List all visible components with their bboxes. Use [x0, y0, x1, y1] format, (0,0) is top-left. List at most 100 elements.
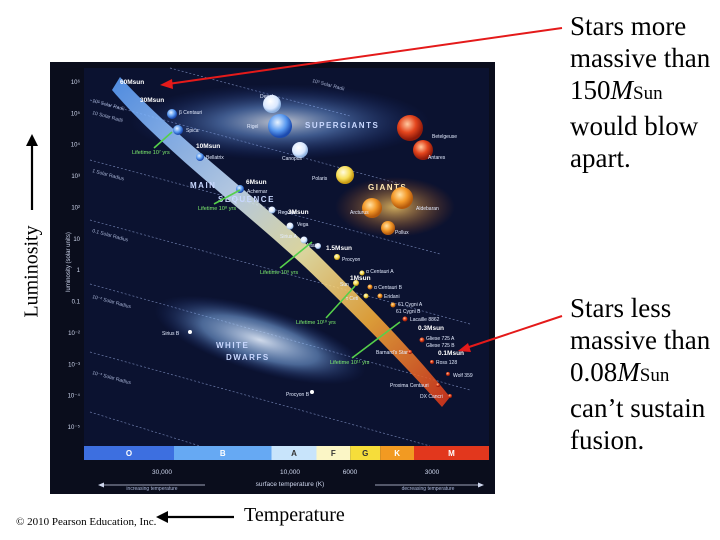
star-alpha-cen-a	[359, 270, 365, 276]
giant-glow	[335, 177, 455, 237]
star-label: Arcturus	[350, 210, 369, 216]
spectral-class-letter: O	[126, 449, 132, 458]
lifetime-label: Lifetime 10¹⁰ yrs	[296, 319, 336, 326]
star-bellatrix	[196, 153, 204, 161]
lifetime-label: Lifetime 10⁹ yrs	[260, 269, 298, 276]
star-label: Procyon B	[286, 392, 310, 398]
main-sequence-band	[112, 77, 450, 407]
star-label: Achernar	[247, 189, 268, 195]
star-label: Sun	[340, 282, 349, 288]
star-label: Canopus	[282, 156, 303, 162]
mass-label: 6Msun	[246, 179, 267, 186]
star-label: Eridani	[384, 294, 400, 300]
spectral-class-letter: G	[362, 449, 368, 458]
x-axis-label: surface temperature (K)	[256, 481, 325, 488]
star-label: Ross 128	[436, 360, 457, 366]
x-tick: 3000	[425, 469, 440, 476]
spectral-class-b	[174, 446, 272, 460]
y-tick: 10⁻²	[68, 331, 80, 337]
spectral-class-k	[380, 446, 414, 460]
spectral-class-f	[316, 446, 351, 460]
spectral-class-letter: B	[220, 449, 226, 458]
star-label: α Centauri B	[374, 285, 403, 291]
star-rigel	[268, 114, 292, 138]
star-label: DX Cancri	[420, 394, 443, 400]
mass-label: 0.3Msun	[418, 325, 444, 332]
star-spica	[173, 125, 183, 135]
mass-label: 10Msun	[196, 143, 220, 150]
annotation-bottom-symbol: M	[617, 357, 640, 387]
star-label: Aldebaran	[416, 206, 439, 212]
y-tick: 10⁵	[71, 110, 81, 117]
star-polaris	[336, 166, 354, 184]
star-label: Procyon	[342, 257, 361, 263]
spectral-class-o	[84, 446, 174, 460]
star-eridani	[377, 293, 383, 299]
star-dx-cancri	[448, 394, 452, 398]
y-tick: 10²	[71, 205, 80, 211]
star-label: Polaris	[312, 176, 328, 182]
y-tick: 10⁻³	[68, 362, 80, 368]
star-sirius-a	[300, 236, 308, 244]
star-label: Altair	[306, 243, 318, 249]
star-label: Spica	[186, 128, 199, 134]
spectral-class-a	[271, 446, 317, 460]
star-wolf	[446, 372, 450, 376]
star-canopus	[292, 142, 308, 158]
star-betelgeuse	[397, 115, 423, 141]
star-label: 61 Cygni B	[396, 309, 421, 315]
luminosity-arrowhead	[26, 134, 38, 146]
star-alpha-cen-b	[367, 284, 373, 290]
y-tick: 10³	[71, 174, 80, 180]
y-tick: 10⁶	[71, 79, 81, 86]
lifetime-label: Lifetime 10⁷ yrs	[132, 149, 170, 156]
y-tick: 10⁴	[71, 142, 81, 149]
x-tick: 10,000	[280, 469, 300, 476]
star-61-cygni	[390, 302, 396, 308]
annotation-bottom-prefix: Stars less massive than 0.08	[570, 293, 711, 387]
spectral-class-letter: M	[448, 449, 455, 458]
annotation-top-sub: Sun	[633, 83, 663, 104]
star-procyon	[334, 254, 340, 260]
star-label: τ Ceti	[346, 296, 358, 302]
region-label-dwarfs: DWARFS	[226, 353, 270, 362]
lifetime-label: Lifetime 10¹¹ yrs	[330, 360, 370, 366]
white-dwarf-glow	[154, 295, 366, 385]
star-label: Rigel	[247, 124, 258, 130]
annotation-top-suffix: would blow apart.	[570, 111, 699, 173]
temperature-label: Temperature	[244, 504, 345, 526]
annotation-bottom: Stars less massive than 0.08MSun can’t s…	[570, 292, 720, 456]
x-tick: 6000	[343, 469, 358, 476]
star-label: Regulus	[278, 210, 297, 216]
star-label: Bellatrix	[206, 155, 224, 161]
star-label: Pollux	[395, 230, 409, 236]
star-label: Betelgeuse	[432, 134, 457, 140]
star-deneb	[263, 95, 281, 113]
star-label: α Centauri A	[366, 269, 394, 275]
mass-label: 1Msun	[350, 275, 371, 282]
spectral-class-g	[350, 446, 381, 460]
lifetime-label: Lifetime 10⁸ yrs	[198, 205, 236, 212]
region-label-giants: GIANTS	[368, 183, 407, 192]
spectral-class-letter: F	[331, 449, 336, 458]
y-tick: 0.1	[72, 300, 81, 306]
annotation-bottom-sub: Sun	[639, 365, 670, 386]
star-ross	[430, 360, 434, 364]
star-arcturus	[362, 198, 382, 218]
star-barnards	[408, 350, 412, 354]
star-label: Deneb	[260, 94, 275, 100]
star-label: Gliese 725 B	[426, 343, 455, 349]
star-gliese	[419, 337, 425, 343]
copyright: © 2010 Pearson Education, Inc.	[16, 516, 157, 528]
star-sirius-b	[188, 330, 192, 334]
mass-label: 0.1Msun	[438, 350, 464, 357]
spectral-class-letter: A	[291, 449, 297, 458]
y-tick: 10⁻⁴	[68, 393, 81, 400]
annotation-top-symbol: M	[610, 75, 634, 105]
decreasing-temperature-label: decreasing temperature	[402, 486, 455, 492]
star-label: Barnard's Star	[376, 350, 408, 356]
star-lacaille	[402, 316, 408, 322]
annotation-top: Stars more massive than 150MSun would bl…	[570, 10, 720, 174]
star-tau-ceti	[363, 293, 369, 299]
